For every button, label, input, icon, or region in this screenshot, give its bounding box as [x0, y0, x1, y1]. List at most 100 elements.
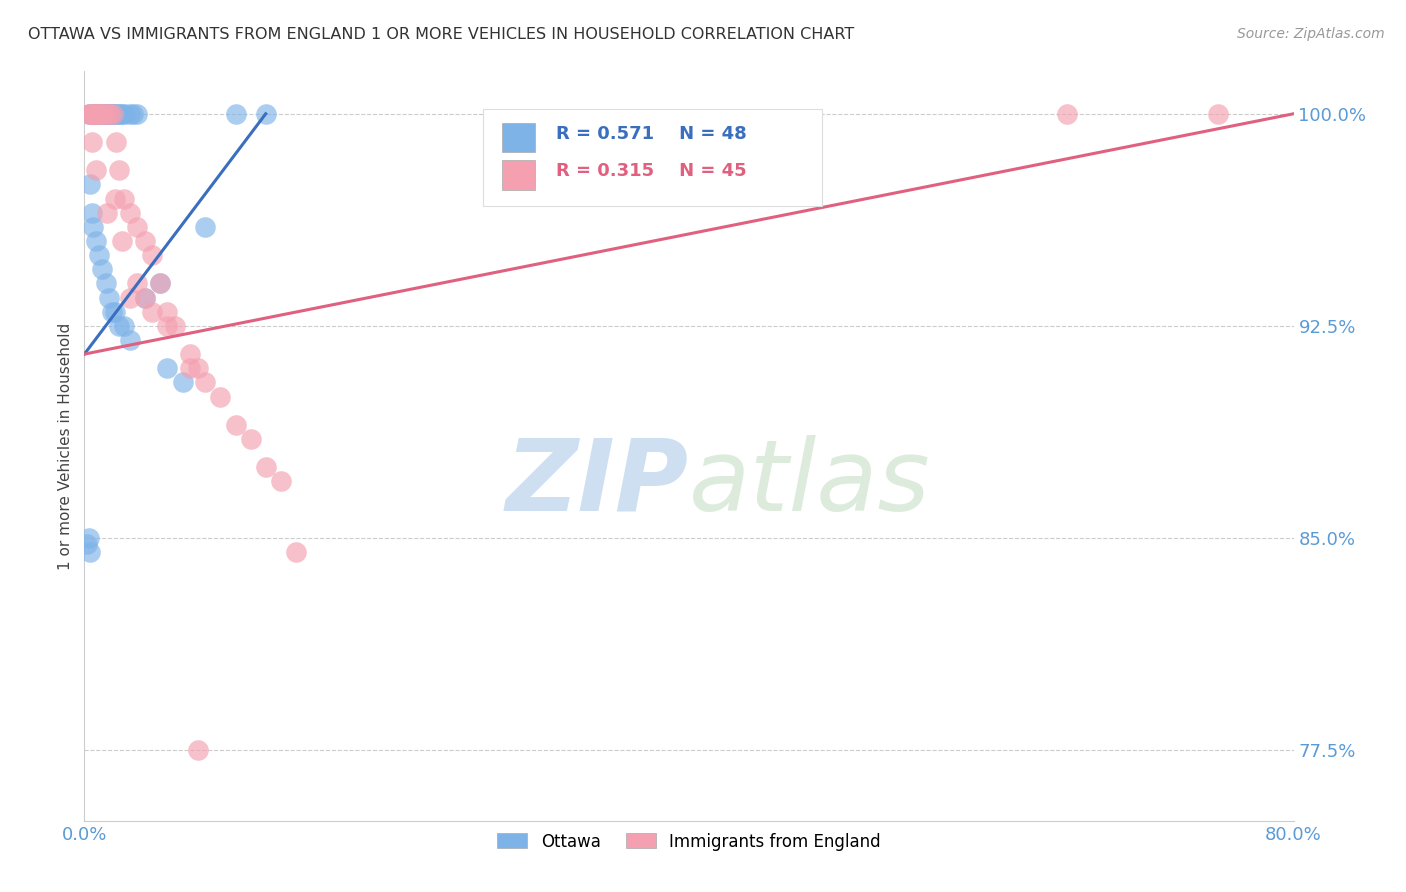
- Point: [107, 107, 129, 121]
- Point: [194, 376, 217, 390]
- Point: [82, 219, 104, 234]
- Point: [156, 304, 179, 318]
- Point: [104, 192, 127, 206]
- Point: [108, 318, 131, 333]
- Point: [86, 107, 108, 121]
- Point: [127, 219, 149, 234]
- Text: atlas: atlas: [689, 435, 931, 532]
- Point: [112, 318, 135, 333]
- Point: [118, 107, 141, 121]
- Point: [187, 743, 209, 757]
- Point: [97, 291, 120, 305]
- Point: [86, 163, 108, 178]
- Point: [108, 163, 131, 178]
- Point: [80, 107, 103, 121]
- Point: [114, 107, 136, 121]
- Point: [141, 248, 163, 262]
- Point: [98, 107, 121, 121]
- Point: [93, 107, 115, 121]
- Text: OTTAWA VS IMMIGRANTS FROM ENGLAND 1 OR MORE VEHICLES IN HOUSEHOLD CORRELATION CH: OTTAWA VS IMMIGRANTS FROM ENGLAND 1 OR M…: [28, 27, 855, 42]
- Point: [156, 318, 179, 333]
- Point: [194, 219, 217, 234]
- Point: [165, 318, 187, 333]
- Y-axis label: 1 or more Vehicles in Household: 1 or more Vehicles in Household: [58, 322, 73, 570]
- Point: [77, 107, 100, 121]
- Point: [89, 107, 111, 121]
- Point: [285, 545, 308, 559]
- FancyBboxPatch shape: [502, 123, 536, 153]
- Point: [101, 107, 124, 121]
- Point: [100, 304, 122, 318]
- Point: [98, 107, 121, 121]
- Point: [254, 107, 277, 121]
- Point: [105, 107, 128, 121]
- Point: [86, 107, 108, 121]
- Point: [104, 304, 127, 318]
- Point: [80, 107, 103, 121]
- Point: [89, 248, 111, 262]
- Point: [79, 178, 101, 192]
- Point: [91, 107, 114, 121]
- Point: [187, 361, 209, 376]
- Point: [111, 234, 134, 248]
- Point: [90, 107, 112, 121]
- Point: [110, 107, 132, 121]
- Point: [225, 107, 247, 121]
- Point: [104, 107, 127, 121]
- Text: R = 0.315    N = 45: R = 0.315 N = 45: [555, 162, 747, 180]
- Point: [112, 192, 135, 206]
- Point: [90, 107, 112, 121]
- Point: [239, 432, 262, 446]
- Point: [149, 277, 172, 291]
- Point: [93, 107, 115, 121]
- Point: [156, 361, 179, 376]
- Point: [100, 107, 122, 121]
- Point: [77, 107, 100, 121]
- Point: [172, 376, 194, 390]
- FancyBboxPatch shape: [502, 161, 536, 190]
- Point: [86, 234, 108, 248]
- Point: [209, 390, 232, 404]
- Text: Source: ZipAtlas.com: Source: ZipAtlas.com: [1237, 27, 1385, 41]
- Point: [94, 107, 117, 121]
- Point: [1056, 107, 1078, 121]
- Point: [105, 135, 128, 149]
- Point: [96, 107, 118, 121]
- Point: [111, 107, 134, 121]
- Point: [96, 107, 118, 121]
- Legend: Ottawa, Immigrants from England: Ottawa, Immigrants from England: [491, 826, 887, 857]
- Point: [84, 107, 107, 121]
- Point: [118, 205, 141, 219]
- Point: [134, 291, 156, 305]
- Point: [96, 205, 118, 219]
- Point: [76, 536, 98, 550]
- Point: [134, 234, 156, 248]
- Point: [84, 107, 107, 121]
- Point: [91, 262, 114, 277]
- Point: [1206, 107, 1229, 121]
- Point: [79, 107, 101, 121]
- Point: [225, 417, 247, 432]
- Point: [270, 475, 292, 489]
- Point: [179, 361, 201, 376]
- Point: [87, 107, 110, 121]
- Point: [118, 333, 141, 347]
- Point: [121, 107, 143, 121]
- Point: [101, 107, 124, 121]
- Point: [80, 135, 103, 149]
- Point: [254, 460, 277, 475]
- Point: [87, 107, 110, 121]
- Point: [94, 277, 117, 291]
- Point: [79, 545, 101, 559]
- FancyBboxPatch shape: [484, 109, 823, 206]
- Point: [141, 304, 163, 318]
- Point: [127, 277, 149, 291]
- Point: [127, 107, 149, 121]
- Point: [89, 107, 111, 121]
- Point: [77, 531, 100, 545]
- Point: [134, 291, 156, 305]
- Point: [91, 107, 114, 121]
- Text: R = 0.571    N = 48: R = 0.571 N = 48: [555, 125, 747, 143]
- Text: ZIP: ZIP: [506, 435, 689, 532]
- Point: [149, 277, 172, 291]
